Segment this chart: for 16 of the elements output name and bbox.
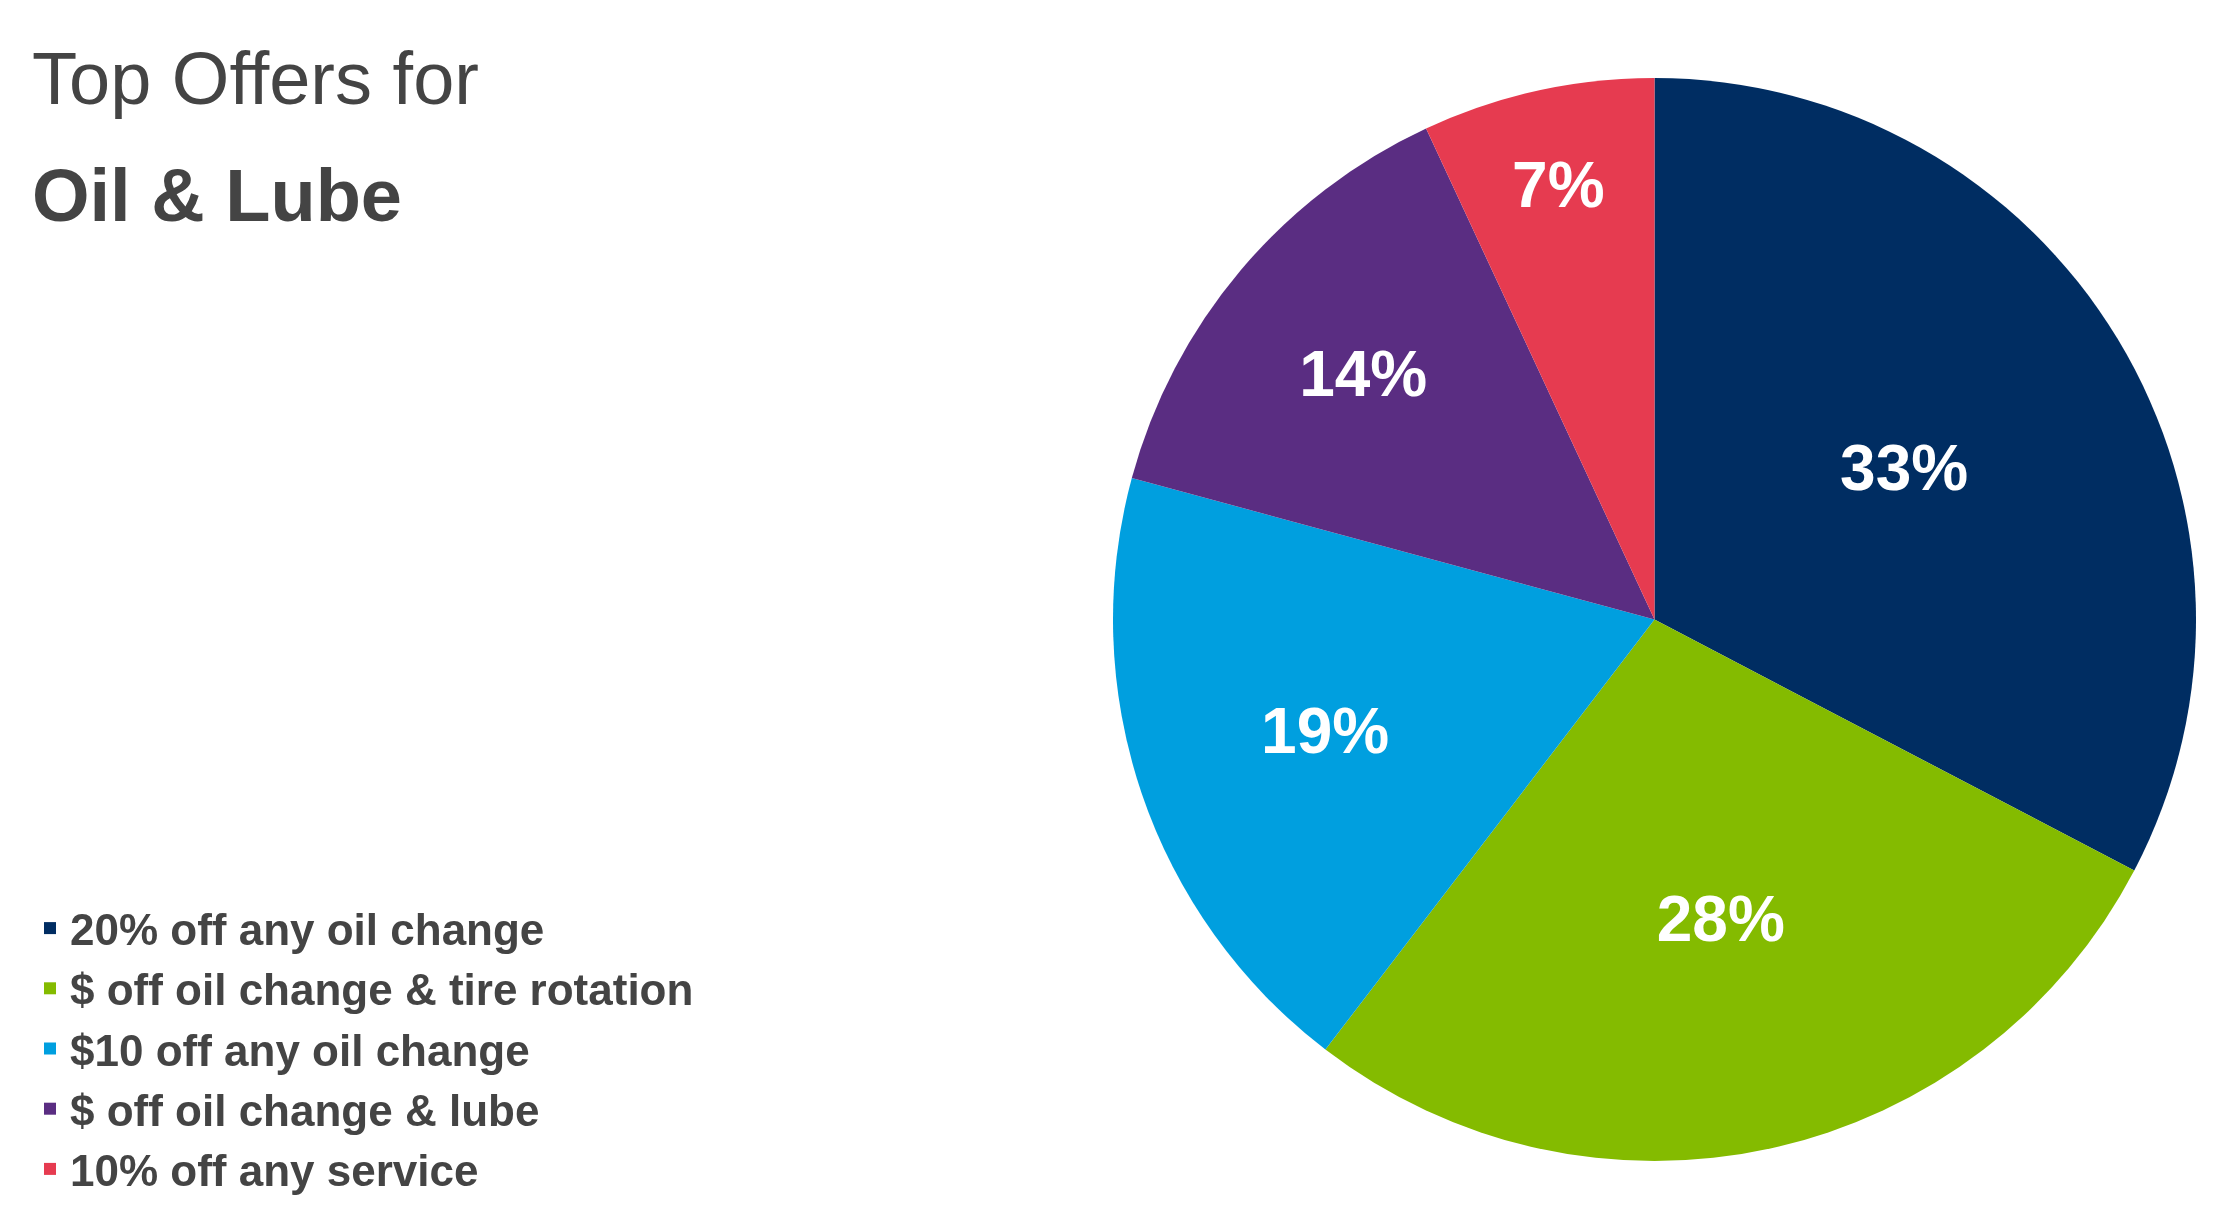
data-label: 28% [1656,883,1785,956]
legend-label: $ off oil change & tire rotation [70,965,694,1015]
pie-slice [1654,78,2196,871]
data-label: 14% [1299,338,1428,411]
pie-slice [1131,128,1655,620]
data-label: 7% [1512,148,1605,221]
legend-label: 20% off any oil change [70,905,545,955]
pie-slice [1113,477,1655,1050]
text: Oil & Lube [32,154,402,237]
legend-label: $ off oil change & lube [70,1085,540,1135]
legend-label: 10% off any service [70,1146,479,1196]
chart-title: Top Offers for [32,37,479,120]
data-label: 19% [1261,695,1390,768]
pie-slice [1426,78,1655,620]
data-label: 33% [1840,432,1969,505]
legend-label: $10 off any oil change [70,1025,530,1075]
